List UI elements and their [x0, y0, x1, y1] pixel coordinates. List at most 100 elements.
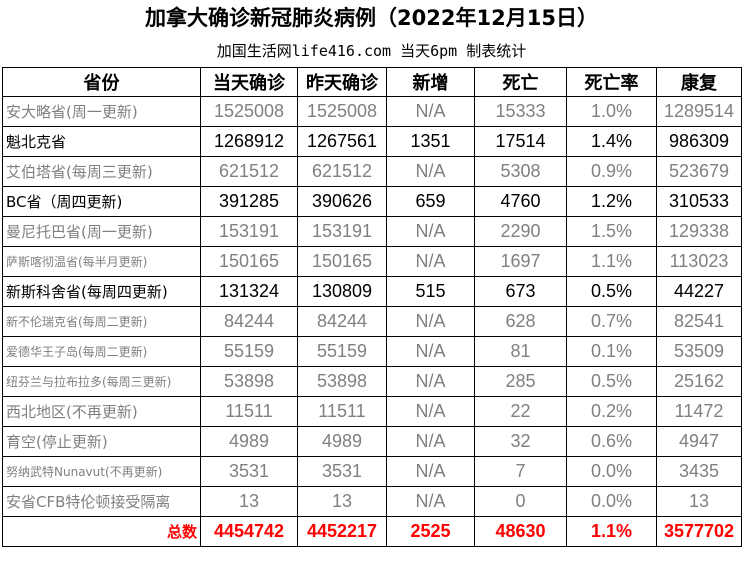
value-cell: 4947	[656, 426, 742, 457]
value-cell: N/A	[386, 96, 475, 127]
value-cell: 84244	[297, 306, 387, 337]
province-cell: 艾伯塔省(每周三更新)	[2, 156, 201, 187]
value-cell: 1.1%	[566, 246, 657, 277]
table-row: 魁北克省 1268912 1267561 1351 17514 1.4% 986309	[2, 126, 742, 157]
province-cell: 魁北克省	[2, 126, 201, 157]
value-cell: 4452217	[297, 516, 387, 547]
value-cell: 0	[474, 486, 567, 517]
value-cell: N/A	[386, 246, 475, 277]
value-cell: N/A	[386, 216, 475, 247]
value-cell: N/A	[386, 306, 475, 337]
value-cell: 25162	[656, 366, 742, 397]
value-cell: 986309	[656, 126, 742, 157]
province-cell: 育空(停止更新)	[2, 426, 201, 457]
column-header: 康复	[656, 67, 742, 97]
value-cell: 1525008	[200, 96, 298, 127]
value-cell: 44227	[656, 276, 742, 307]
province-cell: 总数	[2, 516, 201, 547]
column-header: 新增	[386, 67, 475, 97]
province-cell: 纽芬兰与拉布拉多(每周三更新)	[2, 366, 201, 397]
value-cell: N/A	[386, 426, 475, 457]
value-cell: 390626	[297, 186, 387, 217]
table-row: 新不伦瑞克省(每周二更新) 84244 84244 N/A 628 0.7% 82541	[2, 306, 742, 337]
value-cell: N/A	[386, 366, 475, 397]
column-header: 死亡	[474, 67, 567, 97]
table-row: 安大略省(周一更新) 1525008 1525008 N/A 15333 1.0% 1289…	[2, 96, 742, 127]
value-cell: 621512	[200, 156, 298, 187]
value-cell: 53509	[656, 336, 742, 367]
value-cell: 150165	[200, 246, 298, 277]
value-cell: 55159	[200, 336, 298, 367]
value-cell: 13	[656, 486, 742, 517]
value-cell: 391285	[200, 186, 298, 217]
value-cell: 0.6%	[566, 426, 657, 457]
column-header: 当天确诊	[200, 67, 298, 97]
value-cell: 13	[200, 486, 298, 517]
province-cell: BC省（周四更新)	[2, 186, 201, 217]
value-cell: 153191	[297, 216, 387, 247]
table-row: 爱德华王子岛(每周二更新) 55159 55159 N/A 81 0.1% 53509	[2, 336, 742, 367]
value-cell: 0.2%	[566, 396, 657, 427]
value-cell: 0.0%	[566, 486, 657, 517]
province-cell: 爱德华王子岛(每周二更新)	[2, 336, 201, 367]
value-cell: 0.1%	[566, 336, 657, 367]
table-row: 艾伯塔省(每周三更新) 621512 621512 N/A 5308 0.9% 523679	[2, 156, 742, 187]
value-cell: 130809	[297, 276, 387, 307]
value-cell: N/A	[386, 486, 475, 517]
value-cell: 11511	[200, 396, 298, 427]
value-cell: 523679	[656, 156, 742, 187]
value-cell: 11472	[656, 396, 742, 427]
province-cell: 安省CFB特伦顿接受隔离	[2, 486, 201, 517]
value-cell: 5308	[474, 156, 567, 187]
value-cell: 1697	[474, 246, 567, 277]
value-cell: 32	[474, 426, 567, 457]
value-cell: 3577702	[656, 516, 742, 547]
value-cell: 4760	[474, 186, 567, 217]
column-header: 昨天确诊	[297, 67, 387, 97]
value-cell: 285	[474, 366, 567, 397]
value-cell: 1351	[386, 126, 475, 157]
province-cell: 努纳武特Nunavut(不再更新)	[2, 456, 201, 487]
table-row: 总数 4454742 4452217 2525 48630 1.1% 3577702	[2, 516, 742, 547]
value-cell: 2525	[386, 516, 475, 547]
value-cell: 621512	[297, 156, 387, 187]
value-cell: 4989	[297, 426, 387, 457]
value-cell: 81	[474, 336, 567, 367]
value-cell: 0.7%	[566, 306, 657, 337]
value-cell: 131324	[200, 276, 298, 307]
table-row: 育空(停止更新) 4989 4989 N/A 32 0.6% 4947	[2, 426, 742, 457]
value-cell: 7	[474, 456, 567, 487]
table-row: 曼尼托巴省(周一更新) 153191 153191 N/A 2290 1.5% 129338	[2, 216, 742, 247]
value-cell: 1.1%	[566, 516, 657, 547]
table-row: 萨斯喀彻温省(每半月更新) 150165 150165 N/A 1697 1.1% 1130…	[2, 246, 742, 277]
value-cell: 3435	[656, 456, 742, 487]
value-cell: 628	[474, 306, 567, 337]
table-row: 安省CFB特伦顿接受隔离 13 13 N/A 0 0.0% 13	[2, 486, 742, 517]
value-cell: 4454742	[200, 516, 298, 547]
province-cell: 新斯科舍省(每周四更新)	[2, 276, 201, 307]
table: 省份 当天确诊 昨天确诊 新增 死亡 死亡率 康复 安大略省(周一更新) 1525008 152…	[2, 67, 742, 547]
table-body: 安大略省(周一更新) 1525008 1525008 N/A 15333 1.0% 1289…	[2, 96, 742, 547]
value-cell: 2290	[474, 216, 567, 247]
value-cell: 113023	[656, 246, 742, 277]
value-cell: 82541	[656, 306, 742, 337]
column-header: 死亡率	[566, 67, 657, 97]
value-cell: 1525008	[297, 96, 387, 127]
value-cell: N/A	[386, 336, 475, 367]
value-cell: 1.2%	[566, 186, 657, 217]
value-cell: 1289514	[656, 96, 742, 127]
province-cell: 曼尼托巴省(周一更新)	[2, 216, 201, 247]
value-cell: 13	[297, 486, 387, 517]
value-cell: 153191	[200, 216, 298, 247]
table-row: 新斯科舍省(每周四更新) 131324 130809 515 673 0.5% 44227	[2, 276, 742, 307]
table-row: 努纳武特Nunavut(不再更新) 3531 3531 N/A 7 0.0% 3435	[2, 456, 742, 487]
value-cell: N/A	[386, 396, 475, 427]
value-cell: 1.5%	[566, 216, 657, 247]
value-cell: 15333	[474, 96, 567, 127]
table-row: 纽芬兰与拉布拉多(每周三更新) 53898 53898 N/A 285 0.5% 25162	[2, 366, 742, 397]
table-row: 西北地区(不再更新) 11511 11511 N/A 22 0.2% 11472	[2, 396, 742, 427]
value-cell: 1.0%	[566, 96, 657, 127]
value-cell: 0.9%	[566, 156, 657, 187]
province-cell: 萨斯喀彻温省(每半月更新)	[2, 246, 201, 277]
